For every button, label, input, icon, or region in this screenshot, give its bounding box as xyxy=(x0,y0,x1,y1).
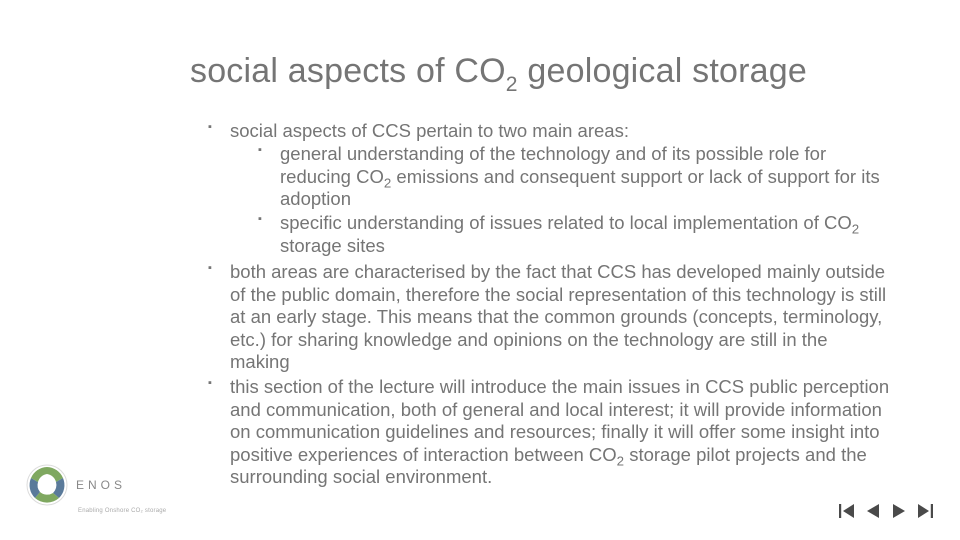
bullet-list: social aspects of CCS pertain to two mai… xyxy=(190,120,890,489)
bullet-text-pre: specific understanding of issues related… xyxy=(280,212,852,233)
nav-last-button[interactable] xyxy=(914,500,936,522)
skip-back-icon xyxy=(837,501,857,521)
slide: social aspects of CO2 geological storage… xyxy=(0,0,960,540)
list-item: specific understanding of issues related… xyxy=(258,212,890,257)
logo-text: ENOS xyxy=(76,478,126,492)
logo-icon xyxy=(26,464,68,506)
title-text-post: geological storage xyxy=(518,52,807,90)
title-text-pre: social aspects of CO xyxy=(190,52,506,90)
slide-title: social aspects of CO2 geological storage xyxy=(190,52,890,96)
logo: ENOS xyxy=(26,464,126,506)
list-item: social aspects of CCS pertain to two mai… xyxy=(208,120,890,257)
nav-first-button[interactable] xyxy=(836,500,858,522)
list-item: general understanding of the technology … xyxy=(258,143,890,211)
subscript: 2 xyxy=(852,222,859,237)
navigation-controls xyxy=(836,500,936,522)
title-subscript: 2 xyxy=(506,73,518,96)
bullet-text: both areas are characterised by the fact… xyxy=(230,261,886,372)
logo-subtitle: Enabling Onshore CO₂ storage xyxy=(78,508,166,514)
subscript: 2 xyxy=(617,453,624,468)
sub-bullet-list: general understanding of the technology … xyxy=(230,143,890,257)
list-item: both areas are characterised by the fact… xyxy=(208,261,890,374)
list-item: this section of the lecture will introdu… xyxy=(208,376,890,489)
skip-forward-icon xyxy=(915,501,935,521)
nav-play-button[interactable] xyxy=(888,500,910,522)
triangle-right-icon xyxy=(889,501,909,521)
bullet-text: social aspects of CCS pertain to two mai… xyxy=(230,120,629,141)
nav-prev-button[interactable] xyxy=(862,500,884,522)
triangle-left-icon xyxy=(863,501,883,521)
bullet-text-post: storage sites xyxy=(280,235,385,256)
